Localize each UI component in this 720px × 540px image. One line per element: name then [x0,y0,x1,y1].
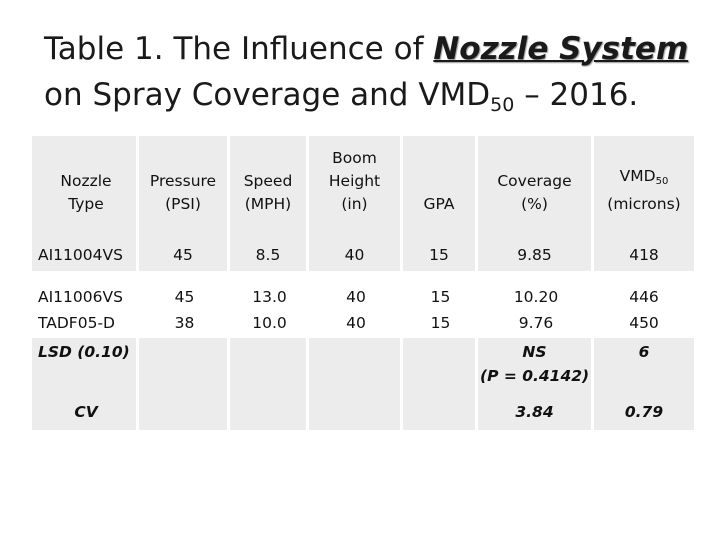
cell-nozzle: AI11004VS [32,239,139,271]
header-gpa: GPA [403,136,478,239]
cell-speed: 8.5 [230,239,309,271]
cell-empty [403,394,478,430]
cell-cv-coverage: 3.84 [478,394,594,430]
cell-pressure: 45 [174,288,195,306]
title-subscript: 50 [490,94,515,116]
slide-title: Table 1. The Influence of Nozzle System … [44,26,704,118]
cell-lsd-coverage: NS (P = 0.4142) [478,338,594,394]
cell-lsd-label: LSD (0.10) [32,338,139,394]
cell-nozzle: TADF05-D [38,314,115,332]
title-suffix: – 2016. [524,77,639,113]
table-header-row: Nozzle Type Pressure (PSI) Speed (MPH) B… [32,136,694,239]
table-row: AI11004VS 45 8.5 40 15 9.85 418 [32,239,694,271]
cell-empty [230,338,309,394]
header-vmd50: VMD50 (microns) [607,167,681,213]
title-emphasis: Nozzle System [433,31,689,67]
header-pressure: Pressure (PSI) [139,136,230,239]
cell-vmd: 418 [629,246,659,264]
cell-boom: 40 [346,314,366,332]
cell-lsd-vmd: 6 [638,343,650,361]
cell-gpa: 15 [430,314,451,332]
title-prefix: Table 1. The Influence of [44,31,424,67]
cell-gpa: 15 [403,239,478,271]
cell-speed: 13.0 [252,288,287,306]
cell-cv-vmd: 0.79 [624,403,664,421]
cell-vmd: 450 [629,314,659,332]
header-speed: Speed (MPH) [230,136,309,239]
cell-coverage: 9.85 [478,239,594,271]
cell-pressure: 45 [139,239,230,271]
header-boom-height: Boom Height (in) [309,136,403,239]
table-row-cv: CV 3.84 0.79 [32,394,694,430]
cell-boom: 40 [346,288,366,306]
cell-vmd: 446 [629,288,659,306]
cell-empty [309,338,403,394]
cell-empty [139,394,230,430]
cell-pressure: 38 [174,314,195,332]
cell-gpa: 15 [430,288,451,306]
cell-empty [403,338,478,394]
cell-coverage: 9.76 [518,314,554,332]
cell-empty [230,394,309,430]
header-nozzle-type: Nozzle Type [32,136,139,239]
cell-boom: 40 [309,239,403,271]
cell-cv-label: CV [32,394,139,430]
cell-speed: 10.0 [252,314,287,332]
cell-empty [139,338,230,394]
cell-nozzle: AI11006VS [38,288,123,306]
cell-coverage: 10.20 [513,288,559,306]
table-row-lsd: LSD (0.10) NS (P = 0.4142) 6 [32,338,694,394]
cell-empty [309,394,403,430]
table-row: AI11006VS 45 13.0 40 15 10.20 446 [32,271,694,308]
results-table: Nozzle Type Pressure (PSI) Speed (MPH) B… [32,136,694,430]
table-row: TADF05-D 38 10.0 40 15 9.76 450 [32,308,694,338]
title-mid: on Spray Coverage and VMD [44,77,491,113]
header-coverage: Coverage (%) [478,136,594,239]
